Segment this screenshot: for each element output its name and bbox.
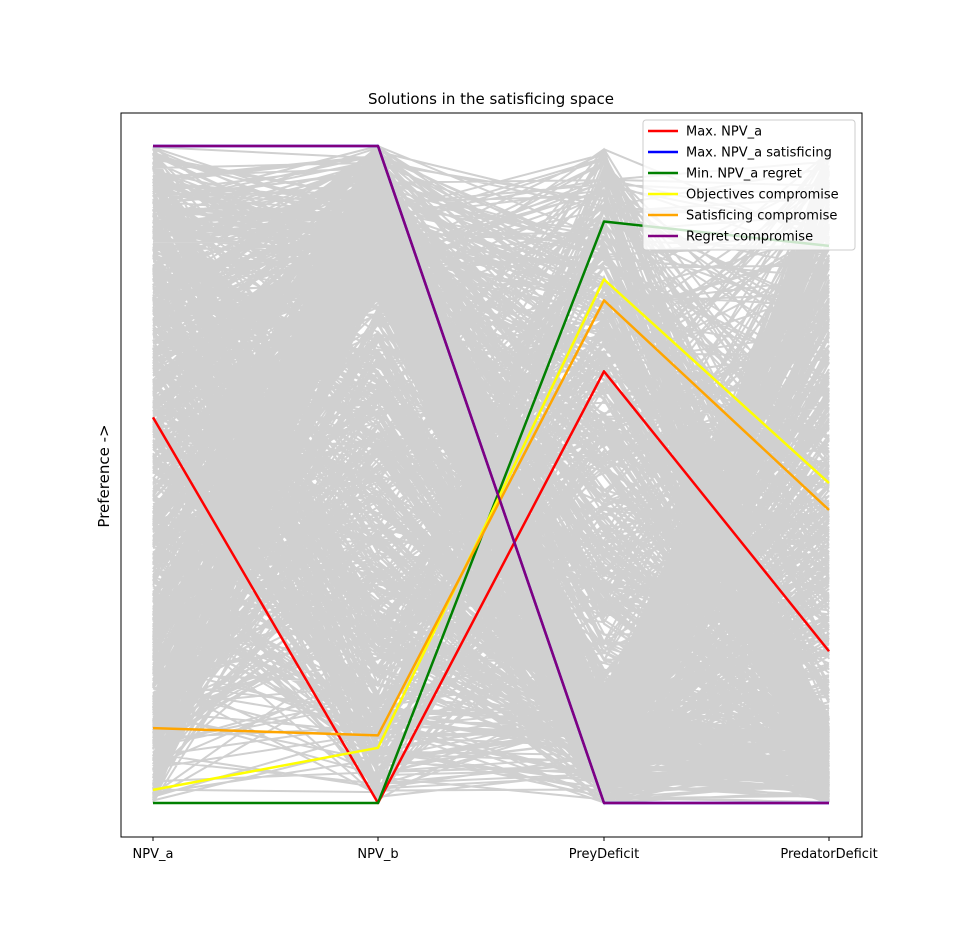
- legend-label: Satisficing compromise: [686, 209, 837, 224]
- x-tick-label: NPV_b: [357, 847, 398, 862]
- y-axis-label: Preference ->: [95, 424, 113, 527]
- series-line-5: [153, 144, 829, 805]
- legend-frame: [642, 119, 856, 251]
- legend: Max. NPV_a Max. NPV_a satisficing Min. NPV…: [642, 119, 856, 251]
- x-tick-label: NPV_a: [133, 847, 174, 862]
- legend-label: Objectives compromise: [686, 188, 839, 203]
- plot-frame: [120, 112, 863, 838]
- chart-title: Solutions in the satisficing space: [368, 90, 614, 108]
- x-tick-label: PredatorDeficit: [780, 847, 877, 862]
- legend-label: Regret compromise: [686, 230, 813, 245]
- legend-label: Max. NPV_a: [686, 125, 762, 140]
- series-line-4: [152, 299, 830, 737]
- legend-label: Min. NPV_a regret: [686, 167, 802, 182]
- legend-label: Max. NPV_a satisficing: [686, 146, 832, 161]
- x-axis: NPV_a NPV_b PreyDeficit PredatorDeficit: [133, 837, 878, 862]
- series-line-0: [151, 370, 830, 805]
- x-tick-label: PreyDeficit: [569, 847, 639, 862]
- series-line-3: [152, 278, 830, 792]
